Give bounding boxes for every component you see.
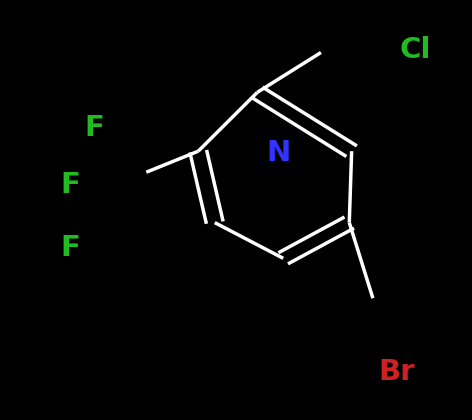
Text: N: N (266, 139, 291, 167)
Text: F: F (84, 114, 104, 142)
Text: Cl: Cl (400, 37, 431, 64)
Text: Br: Br (378, 358, 415, 386)
Text: F: F (61, 234, 81, 262)
Text: F: F (61, 171, 81, 199)
